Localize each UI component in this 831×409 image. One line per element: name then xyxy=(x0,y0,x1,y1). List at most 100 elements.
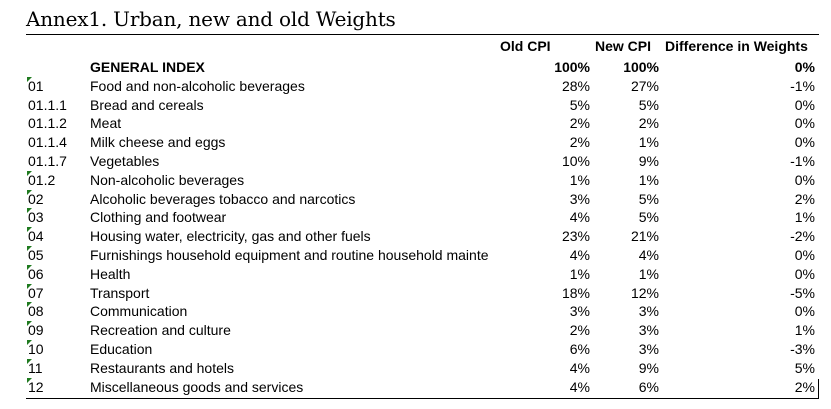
row-old-cpi: 4% xyxy=(569,246,590,263)
cell-comment-indicator-icon xyxy=(27,170,32,176)
table-row: 09 Recreation and culture 2% 3% 1% xyxy=(0,321,831,340)
row-difference: 2% xyxy=(794,378,815,395)
cell-comment-indicator-icon xyxy=(27,339,32,345)
row-new-cpi: 9% xyxy=(638,359,659,376)
row-difference: 0% xyxy=(794,246,815,263)
row-difference: -5% xyxy=(790,284,815,301)
row-difference: 5% xyxy=(794,359,815,376)
table-row: 03 Clothing and footwear 4% 5% 1% xyxy=(0,208,831,227)
table-row: 01 Food and non-alcoholic beverages 28% 27%… xyxy=(0,76,831,96)
cell-comment-indicator-icon xyxy=(27,245,32,251)
row-code: 05 xyxy=(28,246,44,263)
row-difference: -1% xyxy=(790,77,815,94)
row-old-cpi: 3% xyxy=(569,303,590,320)
row-old-cpi: 4% xyxy=(569,378,590,395)
row-code: 10 xyxy=(28,340,44,357)
row-new-cpi: 3% xyxy=(638,322,659,339)
page-title: Annex1. Urban, new and old Weights xyxy=(26,7,396,31)
row-code: 08 xyxy=(28,303,44,320)
row-description: Health xyxy=(90,265,131,282)
row-description: Clothing and footwear xyxy=(90,209,227,226)
row-new-cpi: 9% xyxy=(638,152,659,169)
row-difference: 1% xyxy=(794,322,815,339)
table-row: 06 Health 1% 1% 0% xyxy=(0,264,831,284)
table-row: 01.1.2 Meat 2% 2% 0% xyxy=(0,114,831,133)
row-description: Housing water, electricity, gas and othe… xyxy=(90,228,371,245)
row-old-cpi: 23% xyxy=(561,228,590,245)
row-old-cpi: 10% xyxy=(561,152,590,169)
row-new-cpi: 5% xyxy=(638,190,659,207)
row-new-cpi: 100% xyxy=(623,59,659,75)
row-difference: -1% xyxy=(790,152,815,169)
row-code: 04 xyxy=(28,228,44,245)
row-description: Miscellaneous goods and services xyxy=(90,378,304,395)
row-description: GENERAL INDEX xyxy=(90,59,205,75)
row-description: Non-alcoholic beverages xyxy=(90,171,245,188)
cell-comment-indicator-icon xyxy=(27,76,32,82)
row-old-cpi: 28% xyxy=(561,77,590,94)
row-difference: 0% xyxy=(794,171,815,188)
row-difference: -2% xyxy=(790,228,815,245)
cell-comment-indicator-icon xyxy=(27,302,32,308)
row-new-cpi: 3% xyxy=(638,340,659,357)
row-description: Meat xyxy=(90,115,122,132)
row-code: 01.1.1 xyxy=(28,96,67,113)
table-row: 01.1.4 Milk cheese and eggs 2% 1% 0% xyxy=(0,133,831,152)
row-description: Education xyxy=(90,340,153,357)
row-old-cpi: 4% xyxy=(569,359,590,376)
row-new-cpi: 1% xyxy=(638,134,659,151)
row-old-cpi: 5% xyxy=(569,96,590,113)
row-difference: -3% xyxy=(790,340,815,357)
row-difference: 1% xyxy=(794,209,815,226)
row-new-cpi: 1% xyxy=(638,265,659,282)
col-header-difference: Difference in Weights xyxy=(665,38,808,54)
row-old-cpi: 4% xyxy=(569,209,590,226)
table-row: 11 Restaurants and hotels 4% 9% 5% xyxy=(0,358,831,378)
table-row: 01.1.7 Vegetables 10% 9% -1% xyxy=(0,152,831,171)
cell-comment-indicator-icon xyxy=(27,189,32,195)
row-code: 01.2 xyxy=(28,171,56,188)
table-row: 01.2 Non-alcoholic beverages 1% 1% 0% xyxy=(0,170,831,190)
row-new-cpi: 27% xyxy=(630,77,659,94)
row-code: 01 xyxy=(28,77,44,94)
row-old-cpi: 2% xyxy=(569,322,590,339)
table-row: GENERAL INDEX 100% 100% 0% xyxy=(0,58,831,77)
table-row: 05 Furnishings household equipment and ro… xyxy=(0,245,831,265)
cell-comment-indicator-icon xyxy=(27,377,32,383)
row-new-cpi: 2% xyxy=(638,115,659,132)
cell-comment-indicator-icon xyxy=(27,208,32,214)
row-old-cpi: 1% xyxy=(569,265,590,282)
row-code: 07 xyxy=(28,284,44,301)
table-row: 02 Alcoholic beverages tobacco and narcot… xyxy=(0,189,831,209)
row-new-cpi: 12% xyxy=(630,284,659,301)
cell-border-right xyxy=(818,379,819,399)
row-old-cpi: 2% xyxy=(569,115,590,132)
row-new-cpi: 1% xyxy=(638,171,659,188)
row-description: Recreation and culture xyxy=(90,322,231,339)
cell-comment-indicator-icon xyxy=(27,227,32,233)
cell-comment-indicator-icon xyxy=(27,283,32,289)
row-new-cpi: 6% xyxy=(638,378,659,395)
row-difference: 0% xyxy=(794,59,815,75)
row-old-cpi: 2% xyxy=(569,134,590,151)
row-description: Milk cheese and eggs xyxy=(90,134,226,151)
col-header-old-cpi: Old CPI xyxy=(500,38,551,54)
row-new-cpi: 5% xyxy=(638,209,659,226)
row-code: 01.1.7 xyxy=(28,152,67,169)
row-code: 02 xyxy=(28,190,44,207)
row-difference: 0% xyxy=(794,265,815,282)
row-description: Communication xyxy=(90,303,188,320)
row-description: Furnishings household equipment and rout… xyxy=(90,246,489,263)
row-new-cpi: 3% xyxy=(638,303,659,320)
row-description: Vegetables xyxy=(90,152,160,169)
row-new-cpi: 21% xyxy=(630,228,659,245)
cell-comment-indicator-icon xyxy=(27,321,32,327)
row-difference: 0% xyxy=(794,96,815,113)
row-old-cpi: 1% xyxy=(569,171,590,188)
row-old-cpi: 6% xyxy=(569,340,590,357)
row-description: Bread and cereals xyxy=(90,96,204,113)
row-new-cpi: 4% xyxy=(638,246,659,263)
row-new-cpi: 5% xyxy=(638,96,659,113)
row-difference: 2% xyxy=(794,190,815,207)
row-code: 12 xyxy=(28,378,44,395)
